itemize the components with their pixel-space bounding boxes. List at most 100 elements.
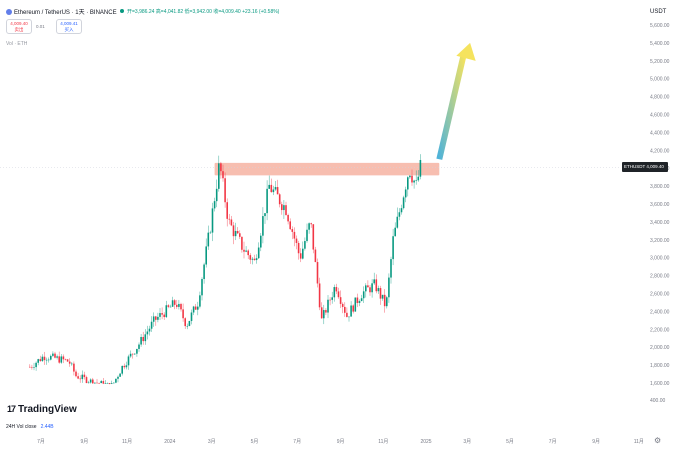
candle-body <box>102 381 105 384</box>
candle-body <box>339 297 342 304</box>
candle-body <box>344 306 346 313</box>
spread-value: 0.01 <box>36 24 45 29</box>
candle-body <box>278 194 281 205</box>
currency-label[interactable]: USDT <box>650 9 667 15</box>
candle-body <box>220 163 222 172</box>
candle-body <box>110 383 113 384</box>
candle-body <box>176 304 178 307</box>
candle-body <box>264 213 266 217</box>
candle-body <box>37 359 39 363</box>
tradingview-logo-mark: 17 <box>7 404 16 414</box>
candle-body <box>268 184 270 189</box>
candle-body <box>62 356 65 360</box>
candle-body <box>218 163 220 189</box>
candle-body <box>199 295 201 307</box>
candle-body <box>358 301 361 303</box>
candle-body <box>228 218 231 220</box>
candle-body <box>404 189 407 198</box>
candle-body <box>379 288 382 299</box>
candle-body <box>327 299 329 313</box>
sell-button[interactable]: 4,009.40 卖出 <box>6 19 32 34</box>
current-price-tag: ETHUSDT 4,009.40 <box>622 162 668 172</box>
candle-body <box>79 378 81 380</box>
candle-body <box>173 300 176 305</box>
candle-body <box>190 312 193 321</box>
candle-body <box>295 238 298 243</box>
candle-body <box>29 366 31 368</box>
candle-body <box>125 365 128 368</box>
candle-body <box>39 359 42 362</box>
projection-arrow-head <box>456 42 476 61</box>
candle-body <box>68 361 71 364</box>
candle-body <box>333 287 336 298</box>
candle-body <box>54 353 56 358</box>
candle-body <box>354 297 357 312</box>
candle-body <box>371 283 373 293</box>
x-tick-label: 7月 <box>37 439 45 445</box>
candle-body <box>289 221 291 230</box>
candle-body <box>171 300 174 307</box>
x-tick-label: 5月 <box>506 439 514 445</box>
candle-body <box>241 236 243 250</box>
x-tick-label: 2024 <box>164 439 175 445</box>
candle-body <box>400 208 403 213</box>
volume-indicator-label[interactable]: Vol · ETH <box>6 41 28 47</box>
candle-body <box>314 249 317 263</box>
candle-body <box>77 376 79 379</box>
sell-price: 4,009.40 <box>10 21 28 26</box>
candle-body <box>203 264 205 280</box>
y-tick-label: 1,600.00 <box>650 381 670 387</box>
candle-body <box>213 201 216 209</box>
symbol-title[interactable]: Ethereum / TetherUS · 1天 · BINANCE <box>6 7 117 16</box>
ohlc-text: 开=3,986.24 高=4,041.82 低=3,942.00 收=4,009… <box>127 9 280 15</box>
candle-body <box>369 287 371 293</box>
candle-body <box>58 356 60 363</box>
candle-body <box>365 285 367 292</box>
candle-body <box>302 248 304 259</box>
candle-body <box>140 336 142 345</box>
candle-body <box>396 216 399 228</box>
y-tick-label: 4,200.00 <box>650 148 670 154</box>
candle-body <box>157 316 159 320</box>
x-tick-label: 9月 <box>592 439 600 445</box>
candle-body <box>320 307 323 319</box>
candle-body <box>138 344 140 349</box>
candle-body <box>247 250 249 256</box>
candle-body <box>337 291 340 298</box>
y-tick-label: 5,600.00 <box>650 23 670 29</box>
y-tick-label: 4,600.00 <box>650 113 670 119</box>
candle-body <box>165 305 168 318</box>
candle-body <box>209 232 212 234</box>
candle-body <box>121 365 123 374</box>
tradingview-logo-text: TradingView <box>18 404 77 415</box>
candle-body <box>287 214 289 222</box>
candle-body <box>87 382 90 384</box>
candle-body <box>148 328 151 332</box>
candle-body <box>104 383 107 384</box>
candle-body <box>377 288 380 292</box>
candle-body <box>316 262 319 284</box>
y-tick-label: 5,000.00 <box>650 77 670 83</box>
candle-body <box>293 231 296 239</box>
candle-body <box>81 374 84 380</box>
ohlc-readout: 开=3,986.24 高=4,041.82 低=3,942.00 收=4,009… <box>120 8 279 15</box>
buy-button[interactable]: 4,009.41 买入 <box>56 19 82 34</box>
candle-body <box>346 312 348 317</box>
candle-body <box>367 285 369 288</box>
candle-body <box>150 321 153 329</box>
candle-body <box>386 297 388 307</box>
candle-body <box>251 258 254 260</box>
candle-body <box>308 223 310 230</box>
candle-body <box>239 233 241 237</box>
y-tick-label: 2,400.00 <box>650 309 670 315</box>
y-tick-label: 3,600.00 <box>650 202 670 208</box>
gear-icon[interactable]: ⚙ <box>654 436 662 445</box>
candle-body <box>274 187 277 190</box>
candle-body <box>127 356 130 366</box>
candle-body <box>108 383 111 384</box>
tradingview-logo[interactable]: 17 TradingView <box>7 404 77 415</box>
market-status-icon <box>120 9 124 13</box>
candle-body <box>341 303 344 307</box>
